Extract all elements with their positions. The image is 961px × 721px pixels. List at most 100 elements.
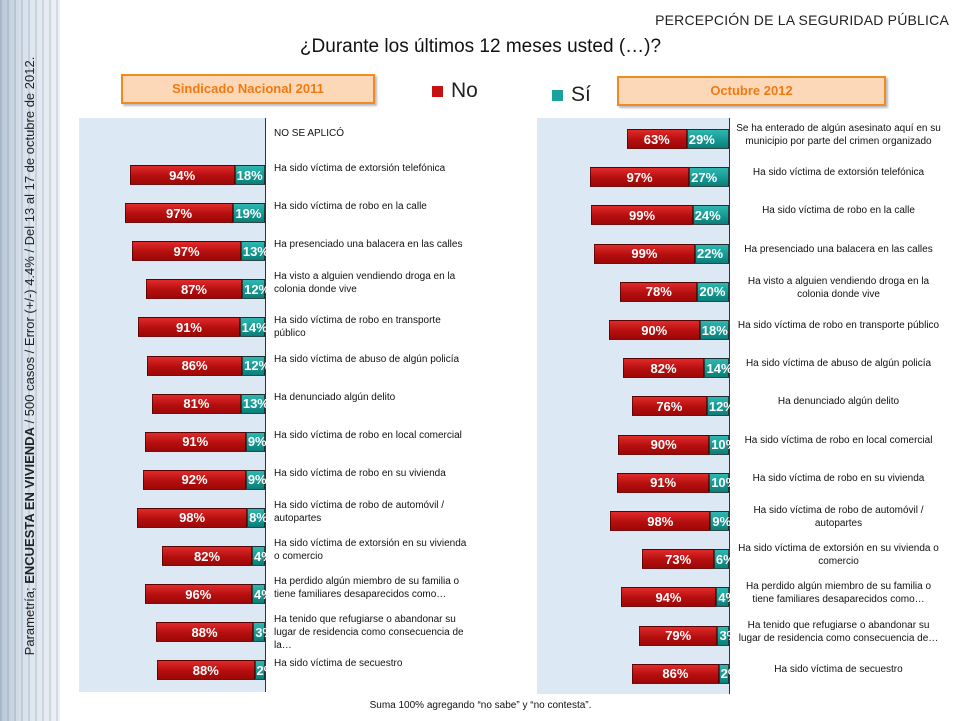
bar-no: 99%	[591, 205, 693, 226]
bar-no: 88%	[157, 660, 255, 681]
category-label: Ha presenciado una balacera en las calle…	[744, 243, 933, 255]
bar-no: 79%	[639, 625, 718, 646]
category-label: Ha perdido algún miembro de su familia o…	[745, 581, 932, 606]
category-label: Ha sido víctima de robo en la calle	[762, 205, 915, 217]
bar-si: 10%	[709, 434, 737, 455]
bar-no: 76%	[631, 396, 707, 417]
bar-si: 19%	[233, 203, 265, 224]
category-label: Ha sido víctima de secuestro	[274, 658, 403, 670]
category-label: Ha sido víctima de extorsión telefónica	[752, 167, 925, 179]
category-label: Ha sido víctima de abuso de algún policí…	[274, 353, 460, 365]
category-label: Ha sido víctima de extorsión en su vivie…	[738, 543, 939, 568]
bar-si: 22%	[695, 243, 729, 264]
category-label: Ha sido víctima de extorsión telefónica	[274, 163, 446, 174]
bar-si: 12%	[706, 396, 735, 417]
legend-si-label: Sí	[571, 83, 591, 106]
bar-no: 78%	[620, 281, 698, 302]
bar-no: 86%	[632, 663, 719, 684]
bar-no: 73%	[642, 549, 714, 570]
question-title: ¿Durante los últimos 12 meses usted (…)?	[299, 36, 662, 57]
category-label: Ha sido víctima de robo en local comerci…	[744, 434, 933, 446]
bar-no: 94%	[129, 165, 235, 185]
bar-si: 9%	[245, 431, 267, 452]
category-label: Ha sido víctima de extorsión en su vivie…	[274, 538, 467, 562]
decorative-side-strip	[0, 0, 60, 721]
axis-line-2012	[729, 118, 730, 694]
category-label: Ha sido víctima de robo de automóvil / a…	[753, 505, 924, 529]
bar-si: 9%	[245, 469, 267, 490]
not-applied-label: NO SE APLICÓ	[274, 128, 345, 139]
axis-line-2011	[265, 118, 266, 692]
bar-si: 18%	[699, 320, 729, 340]
category-label: Ha denunciado algún delito	[274, 391, 396, 403]
legend-si-swatch	[552, 89, 563, 101]
category-label: Ha sido víctima de robo en su vivienda	[274, 467, 446, 479]
category-label: Ha perdido algún miembro de su familia o…	[274, 576, 460, 601]
bar-no: 98%	[610, 511, 711, 531]
bar-no: 97%	[124, 203, 234, 224]
bar-si: 9%	[710, 511, 731, 531]
bar-si: 18%	[234, 165, 265, 185]
bar-no: 96%	[144, 584, 253, 605]
bar-si: 27%	[689, 167, 729, 188]
bar-si: 12%	[242, 355, 270, 376]
bar-si: 14%	[704, 358, 733, 379]
category-label: Ha presenciado una balacera en las calle…	[274, 239, 463, 251]
category-label: Ha sido víctima de robo de automóvil / a…	[274, 499, 445, 524]
bar-si: 14%	[239, 317, 268, 338]
category-label: Se ha enterado de algún asesinato aquí e…	[736, 123, 941, 147]
caption-source: Parametría;	[22, 583, 37, 656]
bar-si: 3%	[253, 622, 274, 643]
caption-details: / 500 casos / Error (+/-) 4.4% / Del 13 …	[22, 56, 37, 428]
category-label: Ha tenido que refugiarse o abandonar su …	[274, 614, 464, 652]
category-label: Ha sido víctima de abuso de algún policí…	[745, 358, 932, 370]
legend-no-swatch	[432, 85, 443, 97]
bar-no: 91%	[617, 472, 710, 493]
category-label: Ha sido víctima de robo en la calle	[274, 201, 427, 213]
panel-title-2011: Sindicado Nacional 2011	[121, 74, 375, 104]
category-label: Ha sido víctima de secuestro	[774, 663, 903, 675]
category-label: Ha denunciado algún delito	[777, 396, 900, 408]
section-title: PERCEPCIÓN DE LA SEGURIDAD PÚBLICA	[655, 12, 949, 28]
bar-si: 20%	[697, 281, 729, 302]
panel-title-2012: Octubre 2012	[617, 76, 886, 106]
category-label: Ha visto a alguien vendiendo droga en la…	[274, 271, 456, 296]
caption-method: ENCUESTA EN VIVIENDA	[22, 427, 37, 584]
category-label: Ha sido víctima de robo en transporte pú…	[274, 315, 441, 340]
bar-si: 12%	[242, 279, 270, 300]
bar-no: 88%	[155, 622, 254, 643]
bar-si: 4%	[716, 587, 737, 608]
category-label: Ha sido víctima de robo en su vivienda	[752, 472, 925, 484]
bar-si: 8%	[247, 507, 268, 528]
bar-si: 29%	[686, 129, 729, 149]
category-label: Ha visto a alguien vendiendo droga en la…	[747, 275, 930, 300]
legend-si: Sí	[552, 83, 591, 107]
bar-si: 6%	[713, 549, 735, 570]
bar-no: 91%	[138, 317, 240, 338]
bar-no: 87%	[145, 279, 243, 300]
bar-no: 63%	[626, 129, 687, 149]
bar-si: 2%	[718, 663, 739, 684]
bar-no: 90%	[618, 434, 710, 455]
bar-no: 82%	[162, 546, 253, 566]
bar-no: 99%	[593, 243, 696, 264]
bar-no: 97%	[590, 167, 690, 188]
bar-no: 94%	[620, 587, 717, 608]
bar-si: 13%	[240, 393, 269, 414]
bar-si: 13%	[240, 241, 269, 262]
bar-no: 98%	[137, 507, 248, 528]
category-label: Ha tenido que refugiarse o abandonar su …	[738, 619, 939, 644]
bar-no: 92%	[143, 469, 246, 490]
survey-caption: Parametría; ENCUESTA EN VIVIENDA / 500 c…	[19, 11, 41, 701]
bar-si: 4%	[252, 546, 273, 566]
bar-no: 97%	[132, 241, 241, 262]
bar-no: 86%	[147, 355, 243, 376]
bar-si: 3%	[717, 625, 738, 646]
bar-no: 82%	[622, 358, 705, 379]
bar-si: 10%	[709, 472, 737, 493]
bar-no: 91%	[144, 431, 246, 452]
bar-no: 90%	[608, 320, 700, 340]
legend-no-label: No	[451, 79, 478, 102]
category-label: Ha sido víctima de robo en local comerci…	[274, 429, 462, 441]
legend-no: No	[432, 79, 478, 103]
